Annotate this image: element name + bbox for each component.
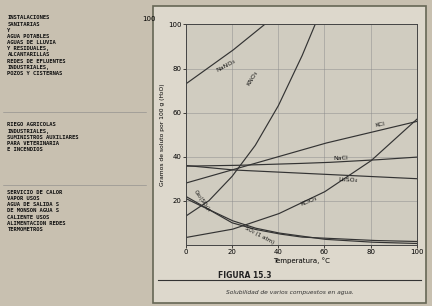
Text: Ce₂(SO₄)₃: Ce₂(SO₄)₃ bbox=[193, 189, 212, 213]
Y-axis label: Gramos de soluto por 100 g (H₂O): Gramos de soluto por 100 g (H₂O) bbox=[160, 83, 165, 186]
Text: Solubilidad de varios compuestos en agua.: Solubilidad de varios compuestos en agua… bbox=[226, 290, 353, 295]
Text: NaNO₃: NaNO₃ bbox=[216, 59, 237, 73]
Text: INSTALACIONES
SANITARIAS
Y
AGUA POTABLES
AGUAS DE LLUVIA
Y RESIDUALES,
ALCANTARI: INSTALACIONES SANITARIAS Y AGUA POTABLES… bbox=[7, 15, 66, 76]
Text: KNO₃: KNO₃ bbox=[246, 70, 259, 86]
X-axis label: Temperatura, °C: Temperatura, °C bbox=[273, 258, 330, 264]
Text: NaCl: NaCl bbox=[334, 155, 349, 161]
Text: FIGURA 15.3: FIGURA 15.3 bbox=[218, 271, 272, 280]
Text: KClO₃: KClO₃ bbox=[299, 196, 318, 207]
Text: 100: 100 bbox=[142, 16, 156, 22]
Text: KCl: KCl bbox=[375, 121, 385, 128]
Text: SERVICIO DE CALOR
VAPOR USOS
AGUA DE SALIDA S
DE MONSON AGUA S
CALIENTE USOS
ALI: SERVICIO DE CALOR VAPOR USOS AGUA DE SAL… bbox=[7, 190, 66, 232]
Text: RIEGO AGRICOLAS
INDUSTRIALES,
SUMINISTROS AUXILIARES
PARA VETERINARIA
E INCENDIO: RIEGO AGRICOLAS INDUSTRIALES, SUMINISTRO… bbox=[7, 122, 79, 152]
FancyBboxPatch shape bbox=[152, 6, 426, 303]
Text: Li₂SO₄: Li₂SO₄ bbox=[338, 177, 358, 183]
Text: SO₂ (1 atm): SO₂ (1 atm) bbox=[244, 226, 274, 246]
